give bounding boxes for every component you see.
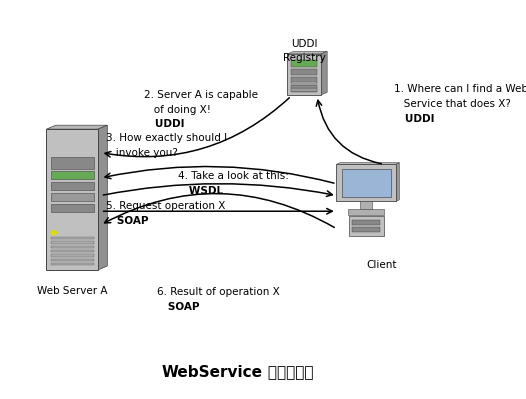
Bar [288,54,321,95]
Bar [50,250,94,252]
Text: 3. How exactly should I: 3. How exactly should I [106,133,227,143]
Bar [349,216,383,236]
Text: SOAP: SOAP [106,215,148,225]
Text: of doing X!: of doing X! [145,105,211,115]
Bar [50,171,94,180]
Polygon shape [46,125,107,129]
Text: Web Server A: Web Server A [37,286,107,296]
Text: 步骤流程图: 步骤流程图 [263,365,313,380]
Text: 2. Server A is capable: 2. Server A is capable [145,90,258,100]
Bar [50,246,94,248]
Text: Registry: Registry [283,53,326,63]
Bar [291,89,317,91]
Bar [348,209,384,215]
Text: Service that does X?: Service that does X? [394,99,511,109]
Bar [50,193,94,201]
Text: SOAP: SOAP [157,302,200,312]
Text: 5. Request operation X: 5. Request operation X [106,201,225,211]
Bar [291,85,317,92]
Bar [360,201,372,209]
Polygon shape [396,163,399,201]
Text: WSDL: WSDL [178,186,223,196]
Bar [291,85,317,87]
Bar [337,164,396,201]
Text: 4. Take a look at this:: 4. Take a look at this: [178,172,289,182]
Polygon shape [321,51,327,95]
Circle shape [51,231,56,235]
Text: UDDI: UDDI [394,114,435,124]
Text: WebService: WebService [162,365,263,380]
Text: invoke you?: invoke you? [106,148,178,158]
Bar [352,220,380,225]
Polygon shape [288,51,327,54]
Polygon shape [98,125,107,270]
Bar [50,237,94,239]
Text: Client: Client [366,260,397,270]
Bar [352,227,380,232]
Bar [291,69,317,75]
Bar [341,170,391,197]
Bar [50,263,94,265]
Bar [50,204,94,212]
Text: UDDI: UDDI [145,119,185,129]
Bar [291,77,317,83]
Bar [291,60,317,67]
Text: 6. Result of operation X: 6. Result of operation X [157,287,280,297]
Polygon shape [337,163,399,164]
Bar [291,82,317,84]
Bar [50,157,94,168]
Bar [50,241,94,244]
Text: 1. Where can I find a Web: 1. Where can I find a Web [394,84,526,94]
Text: UDDI: UDDI [291,39,318,49]
Bar [50,254,94,257]
Bar [46,129,98,270]
Bar [50,259,94,261]
Bar [50,182,94,190]
